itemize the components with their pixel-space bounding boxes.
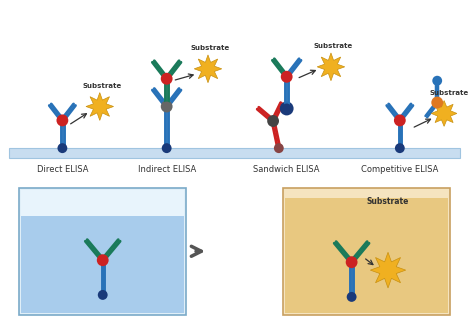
Bar: [21, 190, 184, 215]
Circle shape: [161, 101, 173, 113]
Bar: [283, 188, 450, 315]
Circle shape: [162, 102, 172, 112]
Text: Direct ELISA: Direct ELISA: [36, 165, 88, 174]
Text: Substrate: Substrate: [82, 83, 121, 89]
Circle shape: [161, 73, 173, 85]
Circle shape: [395, 143, 405, 153]
Polygon shape: [370, 252, 406, 288]
Polygon shape: [431, 101, 457, 126]
Circle shape: [56, 115, 68, 126]
Circle shape: [57, 143, 67, 153]
Circle shape: [98, 290, 108, 300]
Circle shape: [267, 115, 279, 127]
Text: Substrate: Substrate: [191, 45, 229, 51]
Circle shape: [162, 143, 172, 153]
Polygon shape: [317, 53, 345, 81]
Polygon shape: [194, 55, 222, 83]
Circle shape: [346, 292, 356, 302]
Polygon shape: [86, 93, 114, 121]
Text: Substrate: Substrate: [429, 90, 469, 96]
Circle shape: [280, 102, 293, 116]
Text: Indirect ELISA: Indirect ELISA: [137, 165, 196, 174]
Circle shape: [282, 104, 292, 114]
Circle shape: [432, 76, 442, 86]
Bar: [285, 198, 448, 313]
Bar: [21, 215, 184, 313]
Circle shape: [394, 115, 406, 126]
Circle shape: [431, 97, 443, 109]
Circle shape: [274, 143, 284, 153]
Text: Substrate: Substrate: [313, 43, 353, 49]
Bar: [19, 188, 186, 315]
Circle shape: [97, 254, 109, 266]
Circle shape: [281, 71, 292, 83]
Text: Substrate: Substrate: [367, 197, 409, 206]
Circle shape: [346, 256, 357, 268]
Text: Competitive ELISA: Competitive ELISA: [361, 165, 438, 174]
Text: Sandwich ELISA: Sandwich ELISA: [254, 165, 320, 174]
Bar: [9, 148, 460, 158]
